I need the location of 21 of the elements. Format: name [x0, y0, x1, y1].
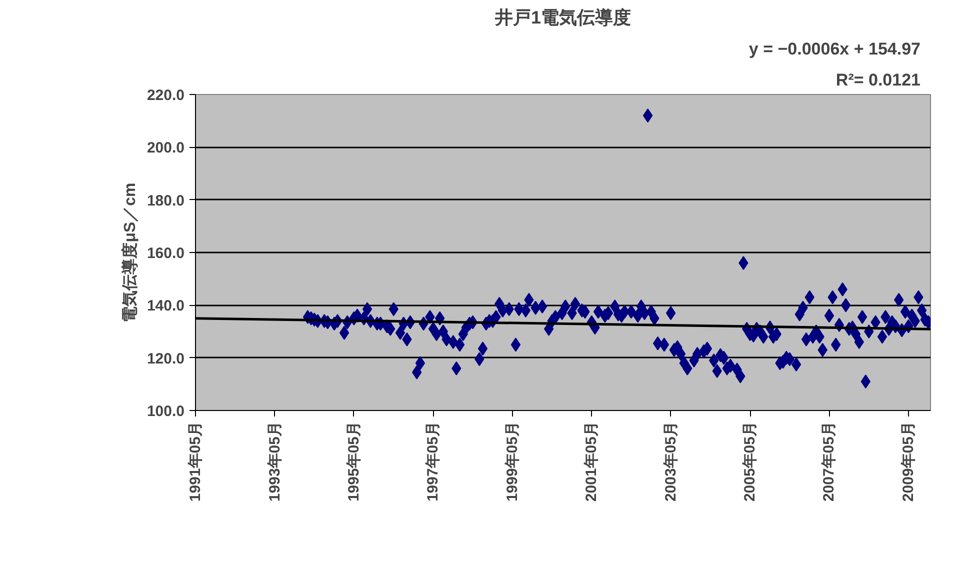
- x-tick-label: 2007年05月: [820, 421, 838, 502]
- x-tick-label: 1995年05月: [345, 421, 362, 502]
- y-tick-label: 120.0: [146, 350, 185, 368]
- y-tick-label: 160.0: [146, 245, 185, 262]
- x-tick-label: 1999年05月: [504, 421, 521, 502]
- text: R²= 0.0121: [836, 70, 921, 90]
- x-tick-label: 2001年05月: [583, 421, 600, 502]
- x-tick-label: 2009年05月: [900, 421, 917, 502]
- y-axis-title: 電気伝導度μS／cm: [120, 182, 139, 322]
- y-tick-label: 200.0: [146, 140, 185, 157]
- x-tick-label: 2005年05月: [742, 421, 759, 502]
- y-tick-label: 180.0: [146, 192, 185, 210]
- x-tick-label: 1997年05月: [424, 421, 442, 502]
- x-tick-label: 1993年05月: [266, 421, 284, 502]
- text: y = −0.0006x + 154.97: [748, 40, 920, 58]
- y-tick-label: 100.0: [146, 403, 185, 420]
- x-tick-label: 1991年05月: [187, 421, 204, 502]
- y-tick-label: 220.0: [146, 87, 185, 104]
- chart-title: 井戸1電気伝導度: [494, 8, 632, 28]
- x-tick-label: 2003年05月: [662, 421, 680, 502]
- y-tick-label: 140.0: [146, 298, 185, 315]
